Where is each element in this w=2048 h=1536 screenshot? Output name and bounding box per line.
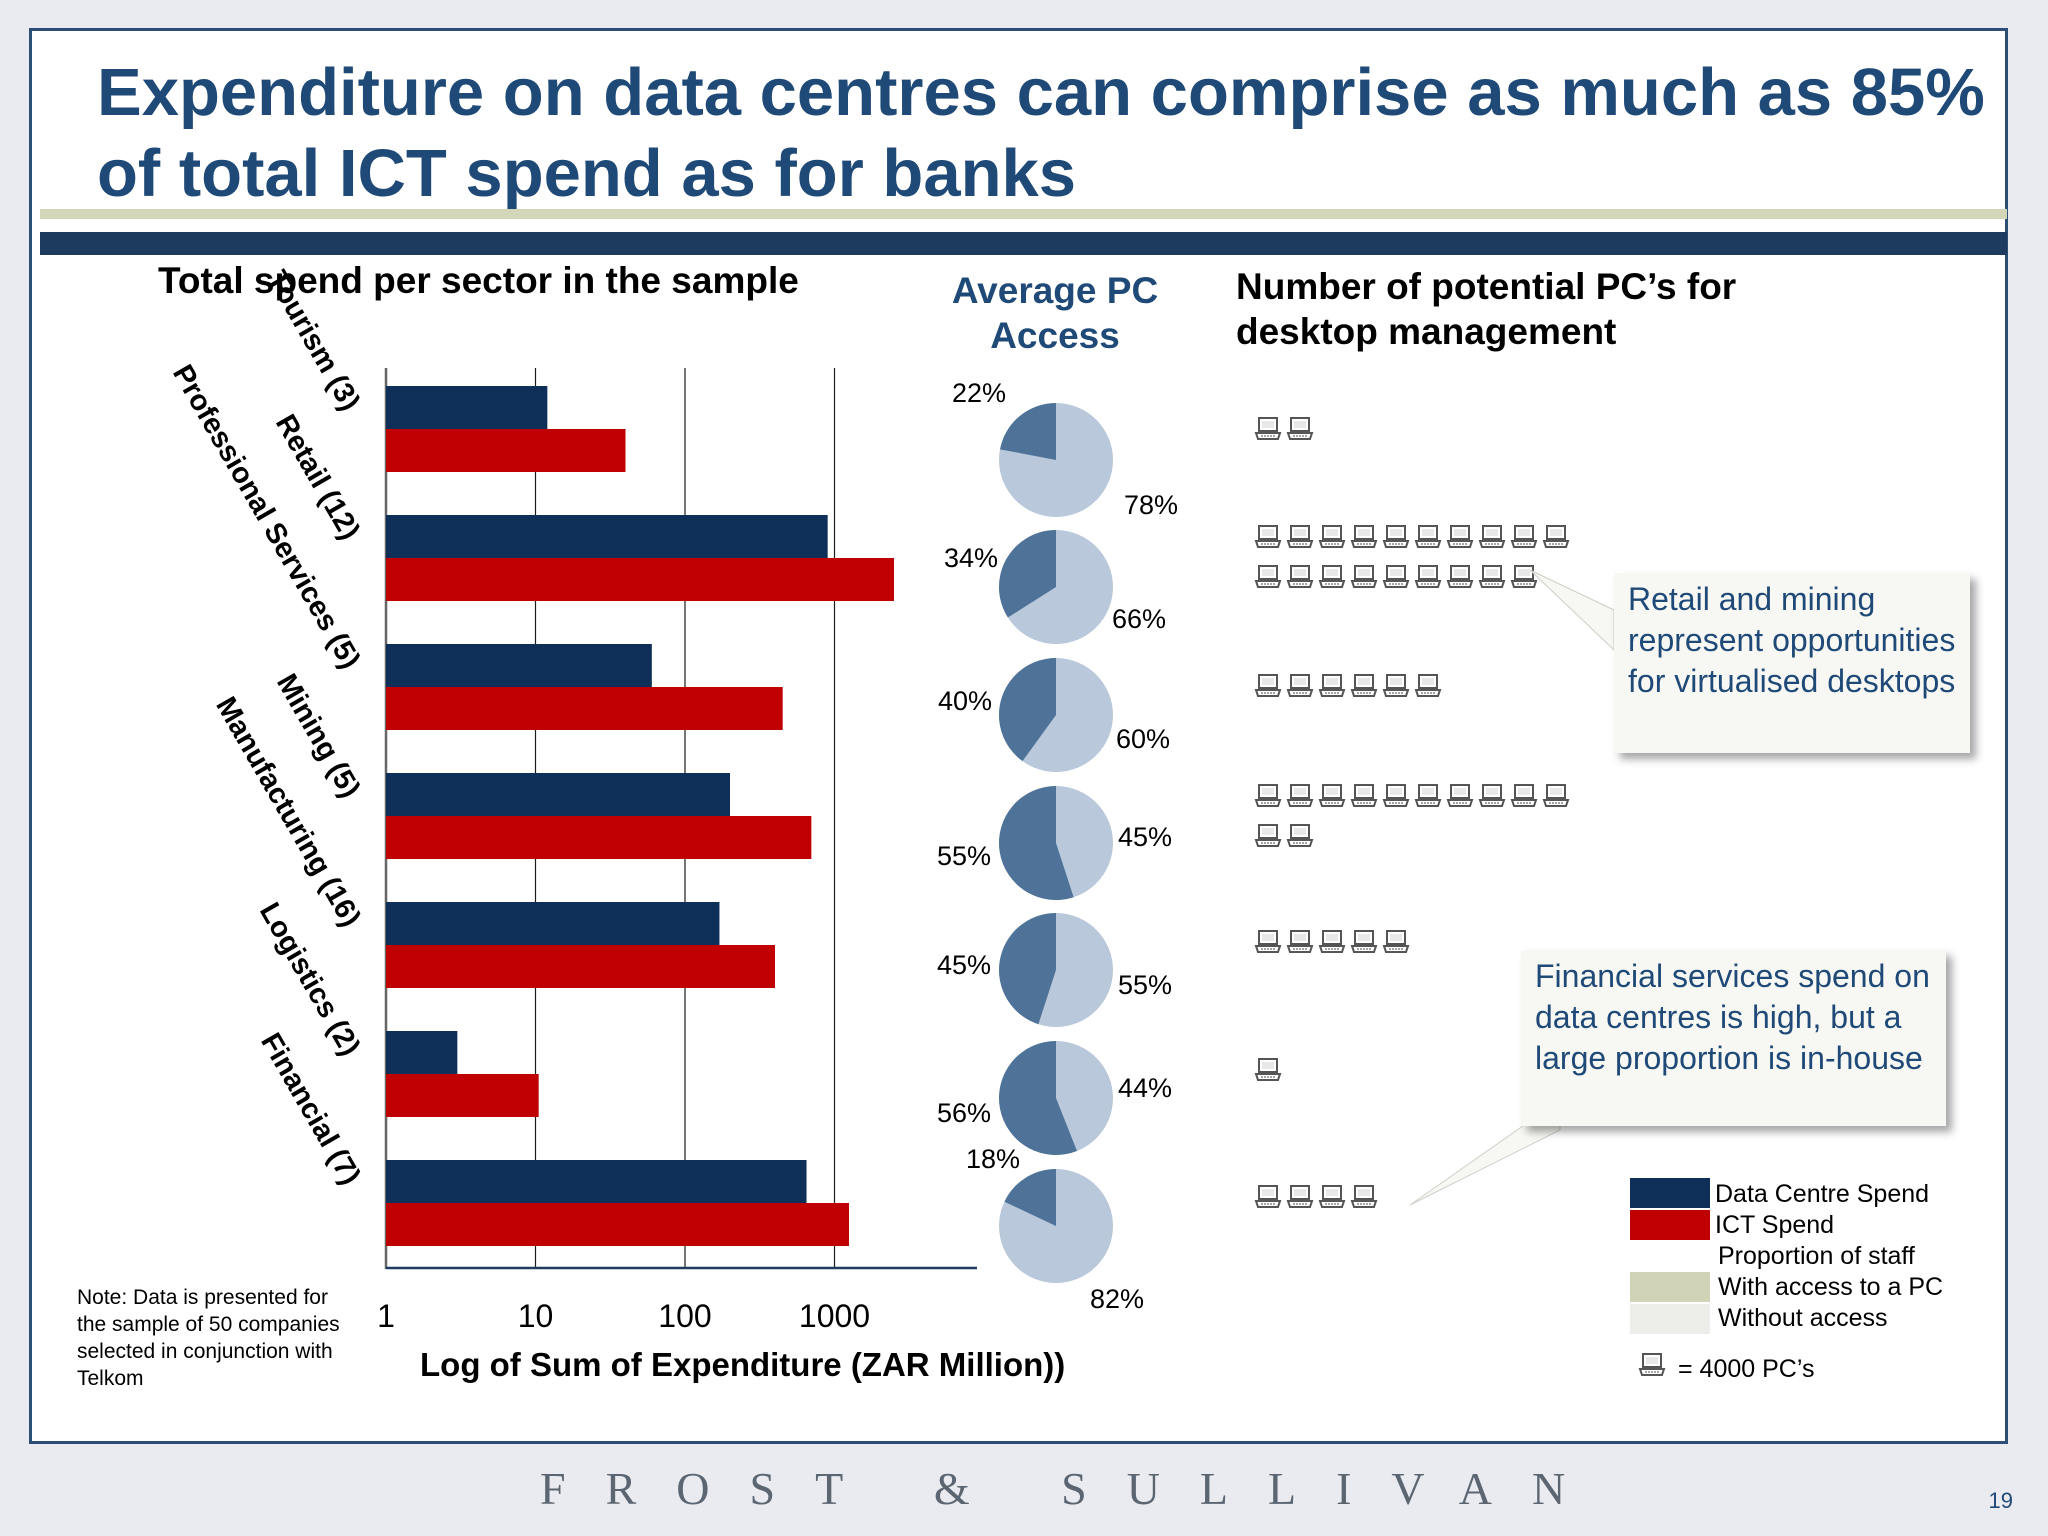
laptop-icon	[1318, 1185, 1346, 1208]
pie-label-without-access: 78%	[1124, 490, 1179, 520]
laptop-icon	[1446, 784, 1474, 807]
pie-label-with-access: 55%	[937, 841, 992, 871]
pie-label-with-access: 34%	[944, 543, 999, 573]
laptop-icon	[1254, 525, 1282, 548]
laptop-icon	[1382, 525, 1410, 548]
laptop-icon	[1478, 525, 1506, 548]
page-number: 19	[1988, 1488, 2013, 1513]
laptop-icon	[1318, 784, 1346, 807]
footnote: Note: Data is presented for the sample o…	[77, 1286, 340, 1390]
laptop-icon	[1510, 784, 1538, 807]
laptop-icon	[1542, 525, 1570, 548]
legend-label-ict: ICT Spend	[1715, 1211, 1835, 1239]
laptop-icon	[1350, 525, 1378, 548]
laptop-icon	[1286, 824, 1314, 847]
pie-label-with-access: 45%	[937, 950, 992, 980]
legend-swatch-with-access	[1630, 1272, 1710, 1302]
callout-financial: Financial services spend on data centres…	[1521, 950, 1946, 1126]
legend-label-data-centre: Data Centre Spend	[1715, 1180, 1930, 1208]
legend-label-without-access: Without access	[1718, 1304, 1888, 1332]
laptop-icon	[1286, 565, 1314, 588]
laptop-icon	[1382, 565, 1410, 588]
laptop-icon	[1350, 930, 1378, 953]
pie-label-without-access: 55%	[1118, 970, 1173, 1000]
page-title: Expenditure on data centres can comprise…	[97, 55, 1985, 211]
laptop-icon	[1254, 784, 1282, 807]
footer-brand-logo: FROST & SULLIVAN	[540, 1463, 1606, 1514]
legend-label-pc-unit: = 4000 PC’s	[1678, 1355, 1815, 1383]
laptop-icon	[1254, 1058, 1282, 1081]
laptop-icon	[1254, 824, 1282, 847]
laptop-icon	[1350, 674, 1378, 697]
laptop-icon	[1446, 525, 1474, 548]
laptop-icon	[1382, 784, 1410, 807]
laptop-icon	[1254, 930, 1282, 953]
laptop-icon	[1638, 1353, 1666, 1376]
laptop-icon	[1414, 674, 1442, 697]
pc-icon-row	[1254, 783, 1584, 863]
pie-label-without-access: 60%	[1116, 724, 1171, 754]
laptop-icon	[1286, 525, 1314, 548]
pie-label-without-access: 44%	[1118, 1073, 1173, 1103]
laptop-icon	[1350, 784, 1378, 807]
pc-icon-row	[1254, 929, 1584, 969]
legend-swatch-data-centre	[1630, 1178, 1710, 1208]
callout-retail-mining: Retail and mining represent opportunitie…	[1614, 573, 1970, 753]
laptop-icon	[1350, 565, 1378, 588]
pc-icon-row	[1254, 416, 1584, 456]
laptop-icon	[1286, 930, 1314, 953]
pie-chart-title: Average PC Access	[951, 270, 1159, 356]
pc-icon-row	[1254, 1057, 1584, 1097]
legend-swatch-ict	[1630, 1210, 1710, 1240]
laptop-icon	[1254, 565, 1282, 588]
laptop-icon	[1414, 565, 1442, 588]
pc-count-title: Number of potential PC’s for desktop man…	[1236, 266, 1737, 352]
pc-icon-row	[1254, 673, 1584, 713]
pc-icon-row	[1254, 1184, 1584, 1224]
laptop-icon	[1254, 417, 1282, 440]
laptop-icon	[1286, 784, 1314, 807]
pie-label-with-access: 56%	[937, 1098, 992, 1128]
laptop-icon	[1542, 784, 1570, 807]
pc-icon-row	[1254, 524, 1584, 604]
laptop-icon	[1638, 1352, 1670, 1377]
pie-label-with-access: 22%	[952, 378, 1007, 408]
laptop-icon	[1254, 1185, 1282, 1208]
laptop-icon	[1318, 525, 1346, 548]
x-tick-label: 1000	[798, 1298, 871, 1334]
laptop-icon	[1254, 674, 1282, 697]
x-tick-label: 1	[377, 1298, 395, 1334]
title-rule-dark	[40, 232, 2007, 255]
laptop-icon	[1286, 1185, 1314, 1208]
laptop-icon	[1414, 784, 1442, 807]
laptop-icon	[1382, 930, 1410, 953]
laptop-icon	[1318, 565, 1346, 588]
pie-label-with-access: 40%	[938, 686, 993, 716]
laptop-icon	[1510, 565, 1538, 588]
laptop-icon	[1446, 565, 1474, 588]
legend-label-with-access: With access to a PC	[1718, 1273, 1944, 1301]
title-rule-light	[40, 209, 2007, 219]
pie-label-without-access: 66%	[1112, 604, 1167, 634]
laptop-icon	[1478, 784, 1506, 807]
pie-label-with-access: 18%	[966, 1144, 1021, 1174]
x-tick-label: 10	[517, 1298, 554, 1334]
laptop-icon	[1286, 417, 1314, 440]
pie-label-without-access: 82%	[1090, 1284, 1145, 1314]
legend-label-proportion: Proportion of staff	[1718, 1242, 1915, 1270]
legend-swatch-without-access	[1630, 1304, 1710, 1334]
x-axis-title: Log of Sum of Expenditure (ZAR Million))	[420, 1346, 1066, 1383]
x-tick-label: 100	[658, 1298, 712, 1334]
bar-chart-title: Total spend per sector in the sample	[158, 260, 799, 301]
laptop-icon	[1510, 525, 1538, 548]
pie-label-without-access: 45%	[1118, 822, 1173, 852]
laptop-icon	[1318, 674, 1346, 697]
laptop-icon	[1478, 565, 1506, 588]
laptop-icon	[1350, 1185, 1378, 1208]
laptop-icon	[1318, 930, 1346, 953]
laptop-icon	[1414, 525, 1442, 548]
laptop-icon	[1382, 674, 1410, 697]
laptop-icon	[1286, 674, 1314, 697]
